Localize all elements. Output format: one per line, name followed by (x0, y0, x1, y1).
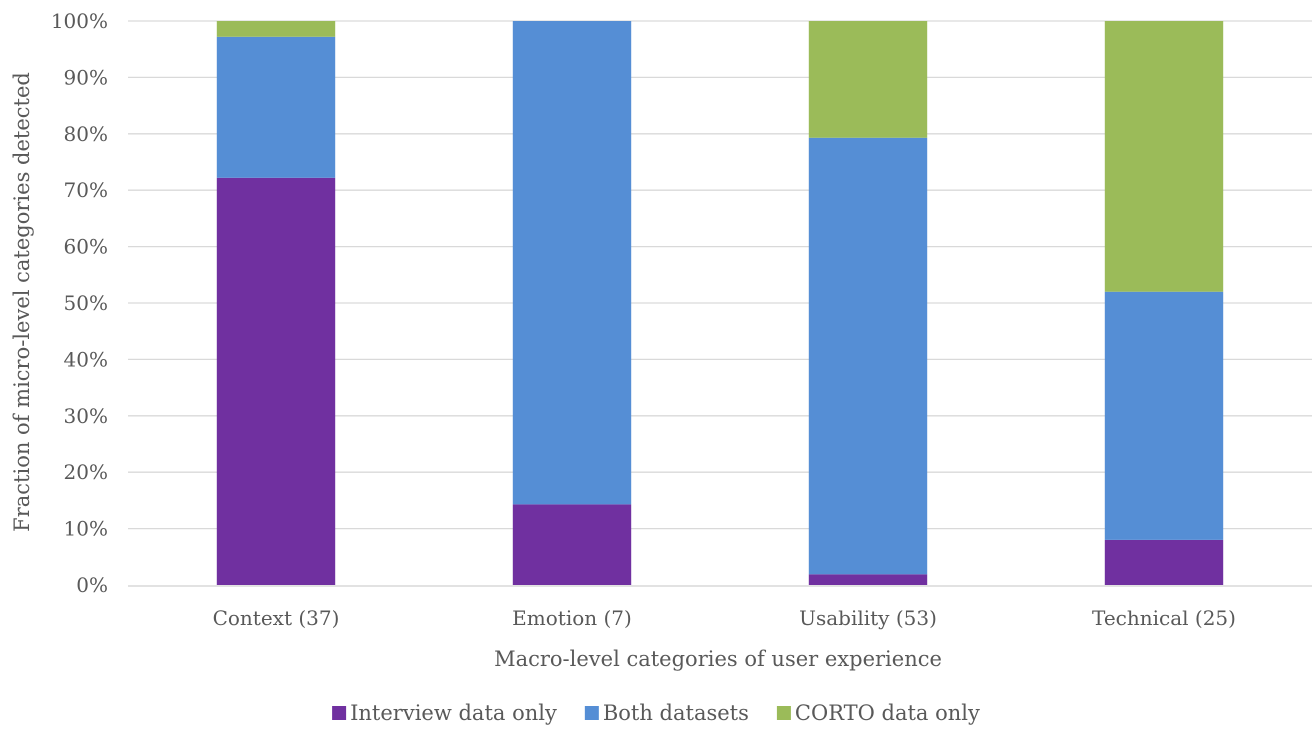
bar-segment-both-datasets (512, 21, 632, 505)
x-tick-label: Context (37) (213, 606, 340, 630)
y-axis-title: Fraction of micro-level categories detec… (10, 72, 34, 532)
bar-segment-interview-data-only (1104, 539, 1224, 585)
y-tick-label: 50% (64, 291, 108, 315)
bar-segment-both-datasets (1104, 291, 1224, 540)
legend-label: Interview data only (350, 701, 557, 725)
bar-segment-both-datasets (216, 36, 336, 178)
x-axis-title: Macro-level categories of user experienc… (494, 647, 942, 671)
y-tick-label: 80% (64, 122, 108, 146)
legend-swatch (776, 706, 791, 720)
legend-swatch (332, 706, 347, 720)
y-tick-label: 30% (64, 404, 108, 428)
y-tick-label: 10% (64, 517, 108, 541)
y-tick-label: 100% (51, 9, 108, 33)
y-tick-label: 90% (64, 65, 108, 89)
legend: Interview data only Both datasets CORTO da… (332, 701, 980, 725)
legend-item: Both datasets (584, 701, 749, 725)
x-tick-label: Usability (53) (799, 606, 937, 630)
y-tick-label: 0% (76, 573, 108, 597)
legend-label: Both datasets (603, 701, 749, 725)
bar-segment-corto-data-only (808, 21, 928, 138)
bar-segment-interview-data-only (512, 504, 632, 585)
bar-segment-both-datasets (808, 137, 928, 575)
bar-segment-corto-data-only (1104, 21, 1224, 292)
bars (216, 21, 1224, 586)
y-axis-tick-labels: 0% 10% 20% 30% 40% 50% 60% 70% 80% 90% 100% (51, 9, 108, 597)
bar-segment-corto-data-only (216, 21, 336, 37)
legend-swatch (584, 706, 599, 720)
y-tick-label: 60% (64, 235, 108, 259)
bar-segment-interview-data-only (216, 177, 336, 586)
x-tick-label: Emotion (7) (512, 606, 632, 630)
x-tick-label: Technical (25) (1092, 606, 1236, 630)
y-tick-label: 70% (64, 178, 108, 202)
bar-segment-interview-data-only (808, 574, 928, 585)
y-tick-label: 40% (64, 347, 108, 371)
y-tick-label: 20% (64, 460, 108, 484)
legend-item: CORTO data only (776, 701, 980, 725)
legend-label: CORTO data only (795, 701, 980, 725)
x-axis-tick-labels: Context (37) Emotion (7) Usability (53) Tec… (213, 606, 1236, 630)
legend-item: Interview data only (332, 701, 557, 725)
